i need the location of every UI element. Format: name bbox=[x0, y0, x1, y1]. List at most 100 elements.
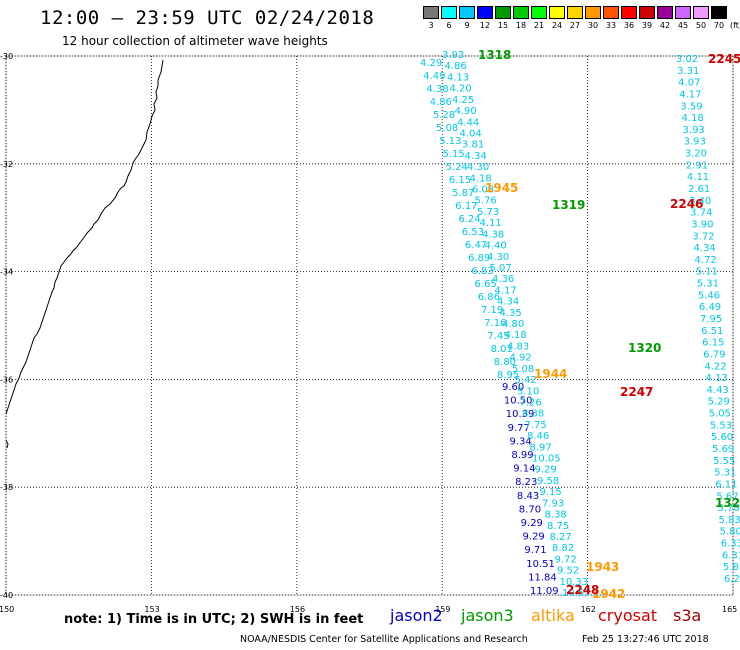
swh-value-track1-south: 10.51 bbox=[526, 559, 555, 570]
swh-value-track1: 6.65 bbox=[475, 279, 497, 290]
swh-value-track1: 6.24 bbox=[459, 214, 481, 225]
swh-value-track2: 5.73 bbox=[477, 207, 499, 218]
swh-value-track2: 5.76 bbox=[475, 196, 497, 207]
footer-note: note: 1) Time is in UTC; 2) SWH is in fe… bbox=[64, 612, 364, 627]
swh-value-track1-south: 9.34 bbox=[509, 436, 531, 447]
swh-value-track1: 7.16 bbox=[484, 318, 506, 329]
legend-swatch-21 bbox=[531, 6, 547, 19]
swh-value-track2: 4.44 bbox=[457, 117, 479, 128]
swh-value-track3: 5.46 bbox=[698, 290, 720, 301]
swh-value-track3: 6.15 bbox=[702, 338, 724, 349]
credit-line: NOAA/NESDIS Center for Satellite Applica… bbox=[240, 634, 528, 645]
swh-value-track3: 6.11 bbox=[715, 479, 737, 490]
swh-value-track3: 6.2 bbox=[724, 574, 740, 585]
pass-time-label: 1943 bbox=[586, 560, 619, 574]
swh-value-track3: 2.91 bbox=[686, 160, 708, 171]
swh-value-track3: 3.72 bbox=[692, 231, 714, 242]
swh-value-track2: 9.58 bbox=[537, 476, 559, 487]
swh-value-track3: 4.18 bbox=[681, 113, 703, 124]
legend-label-30: 30 bbox=[587, 21, 599, 30]
swh-value-track3: 5.83 bbox=[719, 515, 740, 526]
swh-value-track1-south: 9.29 bbox=[523, 532, 545, 543]
swh-value-track3: 4.34 bbox=[693, 243, 715, 254]
swh-value-track3: 5.60 bbox=[711, 432, 733, 443]
swh-value-track3: 4.72 bbox=[695, 255, 717, 266]
swh-value-track1: 4.86 bbox=[430, 97, 452, 108]
swh-value-track1: 5.08 bbox=[436, 123, 458, 134]
lat-tick-label: -32 bbox=[0, 160, 13, 169]
pass-time-label: 1942 bbox=[592, 587, 625, 601]
legend-swatch-12 bbox=[477, 6, 493, 19]
swh-value-track2: 8.38 bbox=[522, 409, 544, 420]
swh-value-track1: 6.15 bbox=[449, 175, 471, 186]
swh-value-track1: 6.17 bbox=[455, 201, 477, 212]
swh-value-track2: 3.81 bbox=[462, 140, 484, 151]
swh-value-track2: 9.72 bbox=[555, 554, 577, 565]
swh-value-track3: 4.17 bbox=[679, 89, 701, 100]
legend-label-3: 3 bbox=[428, 21, 434, 30]
legend-label-33: 33 bbox=[605, 21, 617, 30]
swh-value-track1: 7.45 bbox=[487, 331, 509, 342]
pass-time-label: 2248 bbox=[566, 583, 599, 597]
swh-value-track1: 8.95 bbox=[497, 370, 519, 381]
legend-label-6: 6 bbox=[446, 21, 452, 30]
legend-cryosat: cryosat bbox=[598, 606, 658, 625]
legend-swatch-9 bbox=[459, 6, 475, 19]
pass-time-label: 2246 bbox=[670, 197, 703, 211]
swh-value-track3: 5.67 bbox=[716, 491, 738, 502]
legend-swatch-27 bbox=[567, 6, 583, 19]
swh-value-track3: 3.02 bbox=[676, 54, 698, 65]
lon-tick-label: 159 bbox=[435, 605, 450, 614]
legend-label-39: 39 bbox=[641, 21, 653, 30]
swh-value-track2: 4.92 bbox=[510, 353, 532, 364]
swh-value-track2: 4.36 bbox=[492, 274, 514, 285]
swh-value-track3: 5.81 bbox=[723, 562, 740, 573]
pass-time-label: 132 bbox=[715, 496, 740, 510]
swh-value-track2: 4.38 bbox=[482, 229, 504, 240]
legend-jason2: jason2 bbox=[390, 606, 443, 625]
swh-value-track1: 4.29 bbox=[420, 58, 442, 69]
swh-value-track3: 5.69 bbox=[712, 444, 734, 455]
legend-swatch-24 bbox=[549, 6, 565, 19]
pass-time-label: 2247 bbox=[620, 385, 653, 399]
swh-value-track3: 3.93 bbox=[683, 125, 705, 136]
swh-value-track1-south: 10.39 bbox=[506, 409, 535, 420]
swh-value-track2: 4.86 bbox=[445, 61, 467, 72]
swh-value-track3: 3.90 bbox=[691, 219, 713, 230]
swh-value-track2: 7.26 bbox=[520, 397, 542, 408]
legend-label-18: 18 bbox=[515, 21, 527, 30]
swh-value-track2: 4.40 bbox=[485, 241, 507, 252]
swh-value-track2: 4.17 bbox=[495, 285, 517, 296]
swh-value-track1-south: 8.23 bbox=[515, 477, 537, 488]
legend-swatch-42 bbox=[657, 6, 673, 19]
swh-value-track3: 5.05 bbox=[709, 409, 731, 420]
swh-value-track1: 6.53 bbox=[462, 227, 484, 238]
legend-label-21: 21 bbox=[533, 21, 545, 30]
legend-swatch-3 bbox=[423, 6, 439, 19]
swh-value-track2: 8.75 bbox=[547, 521, 569, 532]
swh-value-track1: 6.89 bbox=[468, 253, 490, 264]
swh-value-track2: 4.30 bbox=[487, 252, 509, 263]
swh-value-track1: 5.13 bbox=[439, 136, 461, 147]
swh-value-track2: 7.75 bbox=[525, 420, 547, 431]
swh-value-track2: 4.83 bbox=[507, 341, 529, 352]
legend-swatch-6 bbox=[441, 6, 457, 19]
swh-value-track2: 8.38 bbox=[545, 510, 567, 521]
swh-value-track3: 3.20 bbox=[685, 149, 707, 160]
swh-value-track3: 6.31 bbox=[722, 550, 740, 561]
legend-swatch-36 bbox=[621, 6, 637, 19]
swh-value-track3: 5.80 bbox=[720, 527, 740, 538]
swh-value-track2: 5.08 bbox=[512, 364, 534, 375]
lat-tick-label: -38 bbox=[0, 483, 13, 492]
swh-value-track2: 7.93 bbox=[542, 498, 564, 509]
swh-value-track2: 6.03 bbox=[472, 185, 494, 196]
generated-timestamp: Feb 25 13:27:46 UTC 2018 bbox=[582, 634, 709, 645]
swh-value-track2: 4.30 bbox=[467, 162, 489, 173]
legend-label-24: 24 bbox=[551, 21, 563, 30]
swh-value-track1: 5.15 bbox=[442, 149, 464, 160]
swh-value-track3: 4.11 bbox=[687, 172, 709, 183]
legend-label-70: 70 bbox=[713, 21, 725, 30]
swh-value-track1-south: 8.43 bbox=[517, 491, 539, 502]
swh-value-track2: 5.10 bbox=[517, 386, 539, 397]
swh-value-track1-south: 8.99 bbox=[511, 450, 533, 461]
